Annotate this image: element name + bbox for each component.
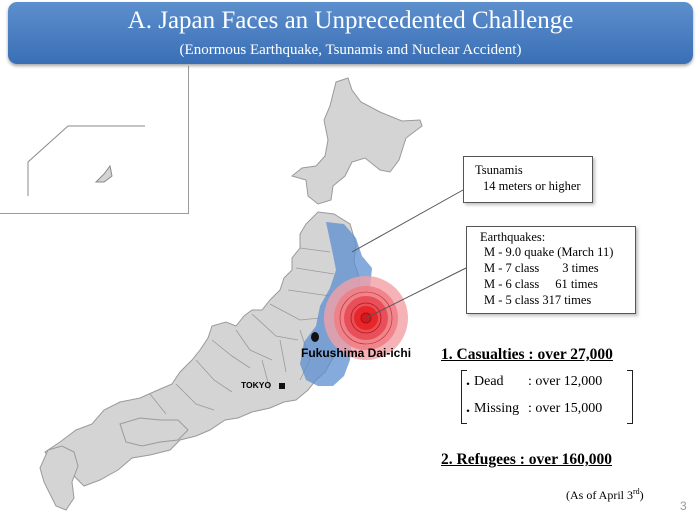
tsunami-title: Tsunamis [475, 163, 523, 177]
quake-mag: M - 6 class [484, 277, 540, 291]
fukushima-label: Fukushima Dai-ichi [301, 346, 412, 360]
tokyo-marker [279, 383, 285, 389]
quake-row: M - 6 class 61 times [484, 277, 598, 293]
title-banner: A. Japan Faces an Unprecedented Challeng… [8, 2, 693, 64]
tsunami-callout: Tsunamis 14 meters or higher [463, 156, 593, 203]
quake-info: 61 times [555, 277, 598, 291]
quake-row: M - 9.0 quake (March 11) [484, 245, 613, 261]
inset-map-shape [27, 125, 145, 196]
as-of-suffix: rd [633, 487, 640, 496]
tsunami-detail: 14 meters or higher [483, 179, 581, 193]
as-of-date: (As of April 3rd) [566, 487, 644, 503]
quake-info: 317 times [542, 293, 592, 307]
quake-row: M - 7 class 3 times [484, 261, 599, 277]
earthquake-callout-line [365, 267, 467, 319]
hokkaido-island [290, 77, 423, 205]
as-of-text: (As of April 3 [566, 488, 633, 502]
quake-info: 3 times [562, 261, 599, 275]
shikoku-island [119, 417, 189, 447]
slide-subtitle: (Enormous Earthquake, Tsunamis and Nucle… [179, 42, 522, 58]
quake-mag: M - 7 class [484, 261, 540, 275]
refugees-heading: 2. Refugees : over 160,000 [441, 451, 613, 468]
earthquake-callout: Earthquakes: M - 9.0 quake (March 11) M … [466, 226, 636, 314]
tsunami-callout-line [351, 189, 464, 253]
quake-info: (March 11) [557, 245, 614, 259]
fukushima-dot [311, 332, 319, 342]
quake-mag: M - 9.0 quake [484, 245, 555, 259]
kyushu-island [39, 445, 79, 511]
casualties-heading: 1. Casualties : over 27,000 [441, 346, 613, 363]
quake-row: M - 5 class 317 times [484, 293, 591, 309]
casualties-bracket [461, 370, 633, 424]
casualty-label: Missing [474, 401, 520, 416]
bullet: ・ [462, 404, 475, 418]
prefecture-borders [149, 247, 335, 415]
casualty-value: : over 12,000 [528, 374, 603, 389]
casualty-value: : over 15,000 [528, 401, 603, 416]
bullet: ・ [462, 377, 475, 391]
inset-map-frame [0, 66, 189, 214]
as-of-close: ) [639, 488, 644, 502]
quake-mag: M - 5 class [484, 293, 540, 307]
tokyo-label: TOKYO [241, 380, 272, 390]
slide-title: A. Japan Faces an Unprecedented Challeng… [127, 7, 574, 34]
page-number: 3 [680, 499, 687, 513]
casualty-label: Dead [474, 374, 504, 389]
earthquake-title: Earthquakes: [480, 230, 546, 244]
